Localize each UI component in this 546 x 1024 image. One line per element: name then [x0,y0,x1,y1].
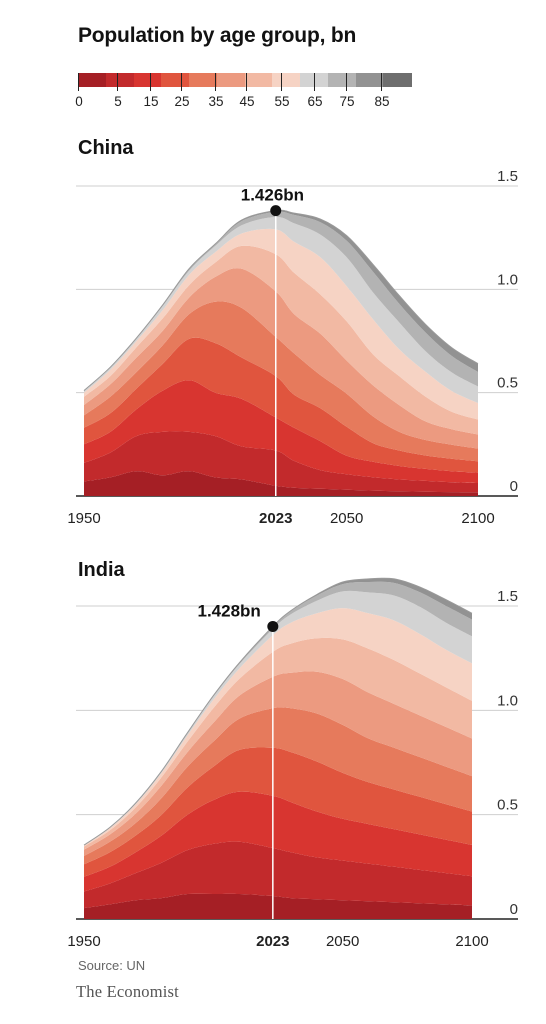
area-series [84,747,472,877]
area-series [84,431,478,493]
legend-tick-label: 15 [143,94,159,109]
y-tick-label: 1.0 [497,271,518,288]
x-tick-label: 2023 [256,933,289,950]
legend-tick [117,73,118,91]
legend-swatch [355,73,384,87]
legend-tick [150,73,151,91]
china-title: China [78,137,134,159]
china-chart: 0 0.5 1.0 1.5 1950 2023 2050 2100 1.426bn [67,168,518,527]
area-series [84,707,472,865]
annotation-label: 1.428bn [198,601,261,620]
y-tick-label: 0.5 [497,797,518,814]
y-tick-label: 1.5 [497,168,518,185]
chart-title: Population by age group, bn [78,24,357,47]
legend-tick-label: 5 [114,94,122,109]
x-tick-label: 2100 [455,933,488,950]
x-tick-label: 2023 [259,510,292,527]
area-series [84,893,472,919]
india-title: India [78,559,125,581]
legend-tick [246,73,247,91]
x-tick-label: 2050 [326,933,359,950]
legend-swatch [272,73,301,87]
legend-swatch [133,73,162,87]
legend-tick-label: 35 [208,94,224,109]
legend-tick [215,73,216,91]
legend-tick [314,73,315,91]
legend-swatch [78,73,107,87]
legend-swatch [216,73,245,87]
economist-logo: The Economist [76,982,179,1001]
area-series [84,471,478,496]
legend-tick-label: 75 [339,94,355,109]
annotation-dot [270,205,282,217]
annotation-dot [267,620,279,632]
legend-tick-label: 85 [374,94,390,109]
x-tick-label: 1950 [67,510,100,527]
age-legend: 0 5 15 25 35 45 55 65 75 85 [75,73,412,113]
area-series [84,245,478,435]
area-series [84,791,472,892]
area-series [84,268,478,449]
area-series [84,841,472,909]
legend-tick [281,73,282,91]
legend-tick [381,73,382,91]
area-series [84,380,478,483]
legend-swatch [244,73,273,87]
india-chart: 0 0.5 1.0 1.5 1950 2023 2050 2100 1.428bn [67,577,518,950]
legend-tick [78,73,79,91]
legend-tick [181,73,182,91]
legend-swatch [189,73,218,87]
area-series [84,210,478,391]
china-panel: China 0 0.5 1.0 1.5 1950 2023 2050 2100 1.426bn [0,130,546,530]
area-series [84,228,478,420]
annotation-label: 1.426bn [241,186,304,205]
x-tick-label: 2100 [461,510,494,527]
area-series [84,337,478,473]
legend-tick-label: 65 [307,94,323,109]
area-series [84,581,472,846]
india-panel: India 0 0.5 1.0 1.5 1950 2023 2050 2100 1.428bn [0,552,546,952]
area-series [84,637,472,850]
legend-swatch [383,73,412,87]
total-outline [83,209,479,391]
y-tick-label: 1.5 [497,588,518,605]
legend-tick [346,73,347,91]
legend-tick-label: 25 [174,94,190,109]
legend-swatch [161,73,190,87]
x-tick-label: 1950 [67,933,100,950]
y-tick-label: 0 [510,478,518,495]
area-series [84,216,478,403]
legend-tick-label: 45 [239,94,255,109]
legend-swatch [105,73,134,87]
y-tick-label: 0 [510,901,518,918]
y-tick-label: 0.5 [497,375,518,392]
total-outline [83,577,473,846]
y-tick-label: 1.0 [497,692,518,709]
area-series [84,671,472,856]
area-series [84,301,478,462]
source-note: Source: UN [78,958,146,973]
legend-tick-label: 55 [274,94,290,109]
area-series [84,590,472,846]
legend-swatch [327,73,356,87]
x-tick-label: 2050 [330,510,363,527]
legend-tick-label: 0 [75,94,83,109]
